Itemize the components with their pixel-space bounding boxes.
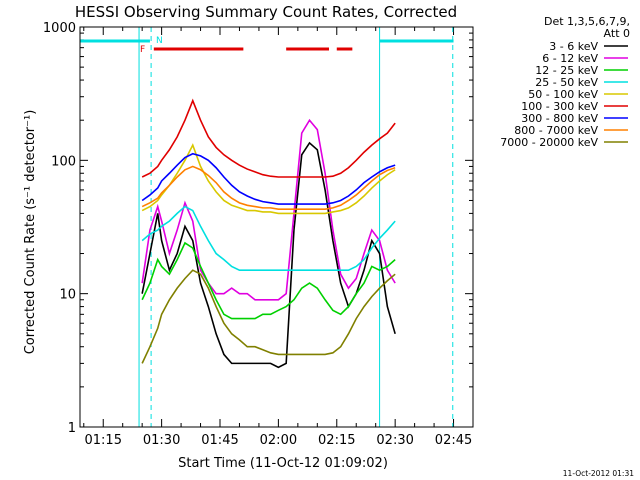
x-tick-label: 02:45 xyxy=(435,433,472,448)
series-line-7000-20000-keV xyxy=(141,269,396,364)
series-line-300-800-keV xyxy=(141,152,396,205)
legend-label: 7000 - 20000 keV xyxy=(500,136,598,149)
legend-header: Det 1,3,5,6,7,9, xyxy=(544,15,630,28)
x-tick-label: 02:30 xyxy=(376,433,413,448)
series-line-800-7000-keV xyxy=(141,165,396,211)
plot-frame xyxy=(79,26,474,428)
legend-header: Att 0 xyxy=(604,27,630,40)
series-line-12-25-keV xyxy=(141,241,396,320)
legend-label: 6 - 12 keV xyxy=(542,52,598,65)
legend-label: 300 - 800 keV xyxy=(521,112,598,125)
flag-label-f: F xyxy=(140,45,145,55)
legend-label: 800 - 7000 keV xyxy=(514,124,598,137)
x-tick-label: 01:30 xyxy=(143,433,180,448)
x-tick-label: 02:15 xyxy=(318,433,355,448)
legend-label: 12 - 25 keV xyxy=(535,64,598,77)
timestamp: 11-Oct-2012 01:31 xyxy=(563,469,634,478)
y-tick-label: 100 xyxy=(51,154,76,169)
series-line-50-100-keV xyxy=(141,143,396,215)
legend-label: 50 - 100 keV xyxy=(528,88,598,101)
legend-label: 3 - 6 keV xyxy=(549,40,598,53)
series-line-25-50-keV xyxy=(141,205,396,271)
chart-title: HESSI Observing Summary Count Rates, Cor… xyxy=(75,3,457,21)
y-tick-label: 1000 xyxy=(43,21,76,36)
x-tick-label: 01:45 xyxy=(201,433,238,448)
series-line-100-300-keV xyxy=(141,98,396,178)
x-tick-label: 01:15 xyxy=(85,433,122,448)
x-tick-label: 02:00 xyxy=(260,433,297,448)
series-line-6-12-keV xyxy=(141,118,396,301)
plot-area: 1 10 100 1000 01:15 01:30 01:45 02:00 02:15 02:30… xyxy=(43,21,474,448)
x-axis-label: Start Time (11-Oct-12 01:09:02) xyxy=(178,456,388,471)
y-axis-label: Corrected Count Rate (s⁻¹ detector⁻¹) xyxy=(23,110,38,355)
y-tick-label: 10 xyxy=(59,288,76,303)
legend-label: 25 - 50 keV xyxy=(535,76,598,89)
legend-label: 100 - 300 keV xyxy=(521,100,598,113)
flag-label-n: N xyxy=(156,36,163,46)
y-tick-label: 1 xyxy=(68,421,76,436)
